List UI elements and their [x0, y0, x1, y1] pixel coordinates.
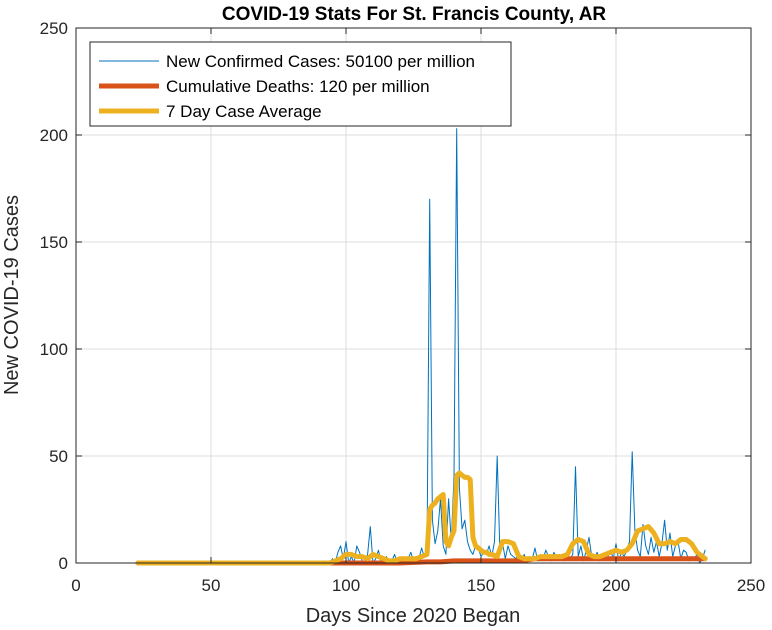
y-tick-label: 200 [40, 126, 68, 145]
legend-label-new-cases: New Confirmed Cases: 50100 per million [166, 52, 475, 71]
x-tick-label: 250 [737, 576, 765, 595]
series-7-day-average [135, 470, 708, 566]
y-tick-label: 0 [59, 554, 68, 573]
x-axis-label: Days Since 2020 Began [306, 605, 521, 627]
y-tick-label: 50 [49, 447, 68, 466]
legend: New Confirmed Cases: 50100 per million C… [89, 41, 512, 127]
chart-title: COVID-19 Stats For St. Francis County, A… [222, 4, 607, 25]
x-tick-label: 150 [467, 576, 495, 595]
plot-border [75, 27, 752, 564]
y-tick-label: 100 [40, 340, 68, 359]
x-tick-label: 0 [71, 576, 80, 595]
y-tick-label: 250 [40, 19, 68, 38]
axis-ticks: 0 50 100 150 200 250 0 50 100 150 200 250 [40, 19, 766, 595]
y-axis-label: New COVID-19 Cases [1, 195, 23, 395]
x-tick-label: 100 [332, 576, 360, 595]
x-tick-label: 50 [202, 576, 221, 595]
legend-label-deaths: Cumulative Deaths: 120 per million [166, 77, 430, 96]
legend-box [89, 41, 512, 127]
x-tick-label: 200 [602, 576, 630, 595]
legend-label-average: 7 Day Case Average [166, 102, 322, 121]
y-tick-label: 150 [40, 233, 68, 252]
